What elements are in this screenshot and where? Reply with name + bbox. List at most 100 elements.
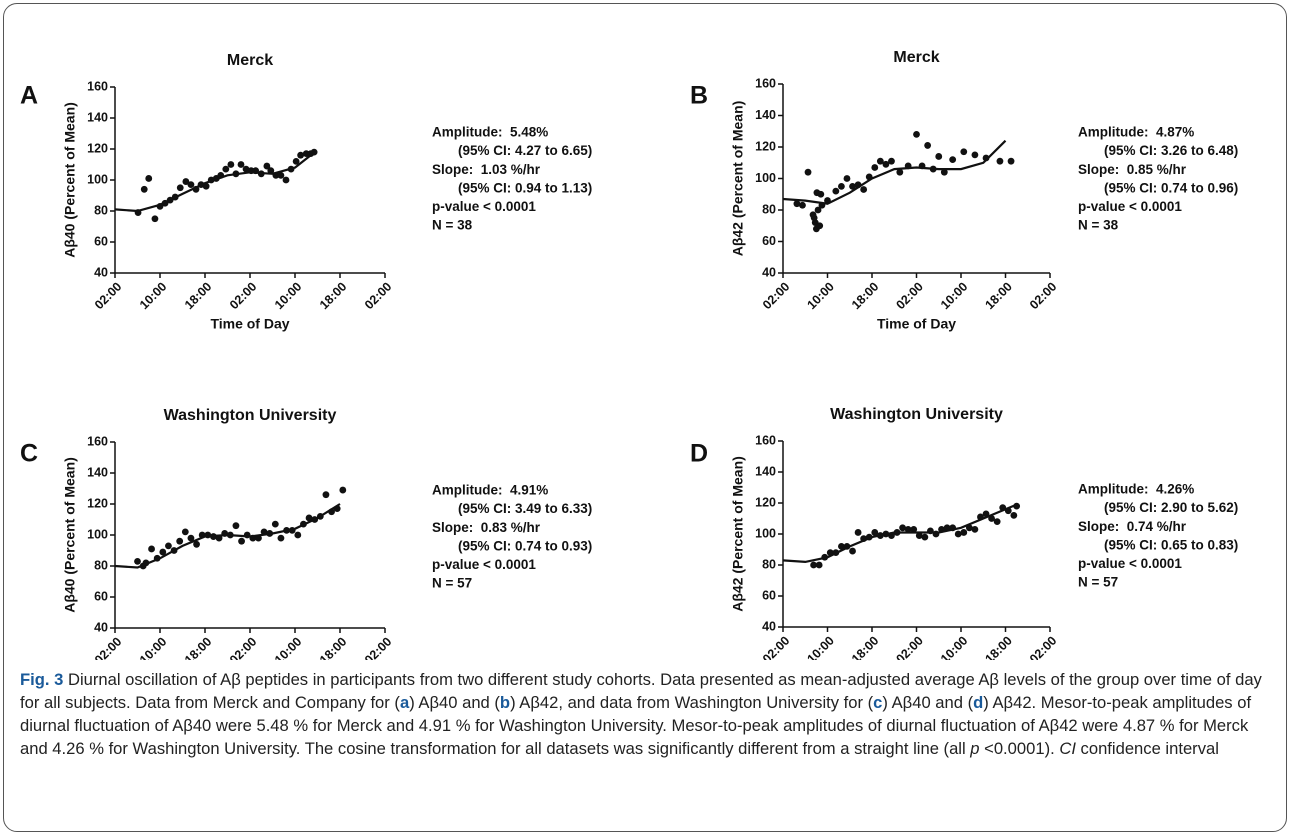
data-point [904,525,912,533]
data-point [838,543,845,550]
data-point [222,165,230,173]
x-tick-label: 10:00 [272,635,305,660]
caption-segment: ) Aβ40 and ( [409,693,500,712]
stat-text: Amplitude: 4.26% [1078,482,1194,497]
x-tick-label: 02:00 [893,280,926,313]
data-point [815,561,823,569]
data-point [237,161,245,168]
x-tick-label: 18:00 [317,635,350,660]
x-tick-label: 02:00 [1027,280,1060,313]
stat-text: p-value < 0.0001 [1078,556,1182,571]
stat-text: (95% CI: 0.94 to 1.13) [458,180,592,195]
y-tick-label: 160 [87,79,108,93]
data-point [1007,157,1015,165]
data-point [843,175,851,182]
figure: A Merck Aβ40 (Percent of Mean) Time of Day 4… [20,49,1238,660]
data-point [187,534,195,542]
y-tick-label: 120 [755,495,776,509]
data-point [876,157,884,165]
stat-text: Slope: 0.74 %/hr [1078,519,1187,534]
data-point [232,522,240,530]
stat-text: N = 57 [1078,575,1118,590]
x-tick-label: 10:00 [137,635,170,660]
data-point [151,215,159,223]
x-tick-label: 02:00 [362,635,395,660]
x-tick-label: 10:00 [804,280,837,313]
x-axis-label: Time of Day [210,316,289,332]
data-point [915,532,923,539]
y-tick-label: 40 [94,620,108,634]
stat-text: N = 57 [432,576,472,591]
figure-frame [3,3,1287,832]
y-axis-label: Aβ42 (Percent of Mean) [730,101,746,257]
x-tick-label: 02:00 [760,634,793,660]
data-point [816,222,824,230]
data-point [817,190,825,198]
data-point [871,529,879,536]
x-tick-label: 02:00 [92,280,125,313]
caption-segment: d [973,693,984,712]
y-tick-label: 60 [94,234,108,248]
stat-text: (95% CI: 0.74 to 0.96) [1104,180,1238,195]
chart-title: Washington University [830,406,1003,423]
x-tick-label: 10:00 [938,634,971,660]
y-tick-label: 100 [87,172,108,186]
fit-curve [114,151,316,213]
stat-text: Amplitude: 5.48% [432,125,548,140]
y-tick-label: 140 [755,464,776,478]
data-point [793,200,801,208]
stat-text: (95% CI: 2.90 to 5.62) [1104,500,1238,515]
y-tick-label: 160 [87,434,108,448]
x-tick-label: 18:00 [182,635,215,660]
data-point [888,157,895,165]
data-point [849,182,856,190]
data-point [193,540,200,548]
y-tick-label: 80 [762,557,776,571]
y-tick-label: 80 [94,558,108,572]
caption-segment: a [399,693,410,712]
panel-letter: C [20,440,38,468]
caption: Fig. 3 Diurnal oscillation of Aβ peptide… [20,668,1275,760]
data-point [882,160,890,168]
x-tick-label: 18:00 [849,280,882,313]
x-tick-label: 10:00 [137,280,170,313]
x-tick-label: 02:00 [227,635,260,660]
x-tick-label: 02:00 [893,634,926,660]
caption-segment: p [970,739,980,758]
data-point [165,542,172,550]
data-point [971,525,979,533]
y-axis-label: Aβ42 (Percent of Mean) [730,456,746,612]
x-tick-label: 18:00 [982,634,1015,660]
data-point [176,537,184,545]
stat-text: (95% CI: 3.49 to 6.33) [458,501,592,516]
data-point [187,181,195,189]
chart-title: Merck [227,52,273,69]
data-point [971,151,979,159]
data-point [145,175,153,182]
data-point [305,514,313,522]
data-point [996,157,1004,165]
data-point [339,486,347,494]
y-tick-label: 60 [762,234,776,248]
data-point [949,156,957,164]
data-point [832,187,840,195]
x-tick-label: 18:00 [317,280,350,313]
x-tick-label: 02:00 [227,280,260,313]
data-point [960,148,968,156]
panel-letter: A [20,82,38,110]
x-tick-label: 02:00 [92,635,125,660]
data-point [804,168,812,176]
data-point [871,164,879,171]
data-point [277,534,285,542]
data-point [227,161,235,168]
y-tick-label: 140 [87,465,108,479]
x-tick-label: 02:00 [760,280,793,313]
data-point [148,545,155,553]
y-axis-label: Aβ40 (Percent of Mean) [62,457,78,613]
y-tick-label: 160 [755,433,776,447]
caption-segment: c [873,693,883,712]
data-point [921,533,929,541]
fit-curve [782,503,1018,564]
data-point [181,528,189,536]
